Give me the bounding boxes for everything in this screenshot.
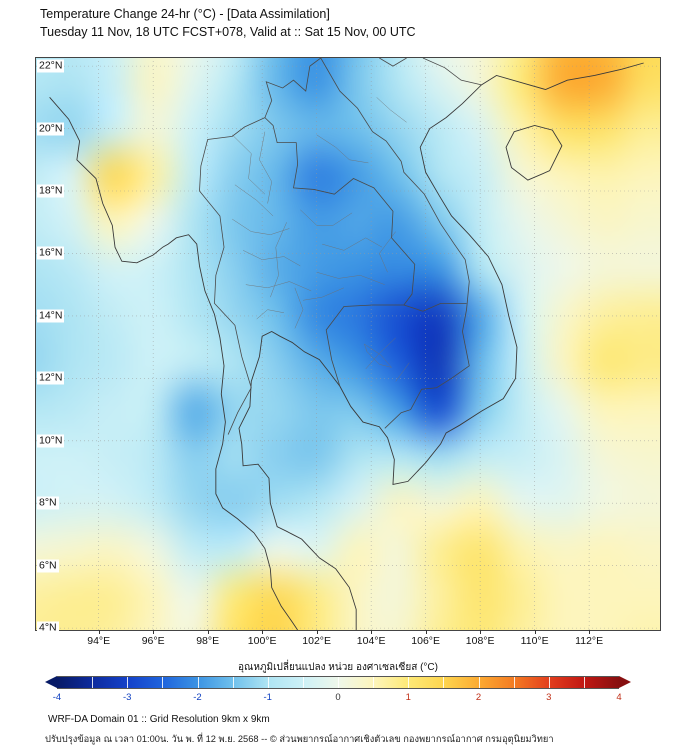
lon-tick-label: 94°E: [87, 635, 111, 647]
axis-tick-mark: [98, 630, 100, 634]
colorbar-title: อุณหภูมิเปลี่ยนแปลง หน่วย องศาเซลเซียส (…: [238, 662, 438, 673]
lon-tick-label: 98°E: [196, 635, 220, 647]
lat-tick-label: 18°N: [37, 184, 65, 198]
temperature-heatmap-canvas: [36, 58, 660, 630]
axis-tick-mark: [534, 630, 536, 634]
colorbar-segment-divider: [443, 677, 445, 688]
hainan-island-outline: [506, 125, 562, 180]
colorbar-segment-divider: [127, 677, 129, 688]
country-border-thailand-laos-cambodia: [265, 118, 415, 387]
graticule-gridlines: [36, 58, 660, 630]
country-border-myanmar-thailand: [199, 118, 264, 435]
footer-domain-info: WRF-DA Domain 01 :: Grid Resolution 9km …: [48, 714, 270, 725]
chart-title: Temperature Change 24-hr (°C) - [Data As…: [40, 7, 330, 21]
lat-tick-label: 8°N: [37, 496, 59, 510]
lon-tick-label: 112°E: [575, 635, 604, 647]
colorbar-segment-divider: [92, 677, 94, 688]
colorbar-tick-label: 2: [475, 692, 482, 703]
axis-tick-mark: [153, 630, 155, 634]
colorbar-tick-label: 0: [335, 692, 341, 703]
lat-tick-label: 12°N: [37, 371, 65, 385]
lon-tick-label: 110°E: [520, 635, 549, 647]
colorbar-segment-divider: [232, 677, 234, 688]
colorbar-tick-label: 1: [405, 692, 411, 703]
colorbar-segment-divider: [548, 677, 550, 688]
axis-tick-mark: [207, 630, 209, 634]
colorbar-segment-divider: [408, 677, 410, 688]
map-overlay-svg: [36, 58, 660, 630]
lat-tick-label: 6°N: [37, 559, 59, 573]
colorbar: [45, 676, 631, 689]
lat-tick-label: 22°N: [37, 59, 65, 73]
colorbar-segment-divider: [373, 677, 375, 688]
colorbar-left-arrow: [45, 676, 57, 688]
colorbar-tick-label: 4: [616, 692, 622, 703]
colorbar-segment-divider: [478, 677, 480, 688]
country-border-laos-cambodia: [404, 303, 467, 311]
lat-tick-label: 14°N: [37, 309, 65, 323]
colorbar-tick-labels: -4 -3 -2 -1 0 1 2 3 4: [45, 692, 631, 704]
map-plot-area: 94°E 96°E 98°E 100°E 102°E 104°E 106°E 108°E 110…: [35, 57, 661, 647]
lat-tick-label: 16°N: [37, 246, 65, 260]
lat-tick-label: 4°N: [37, 621, 59, 635]
colorbar-tick-label: -1: [263, 692, 272, 703]
colorbar-segment-divider: [302, 677, 304, 688]
colorbar-segment-divider: [513, 677, 515, 688]
tonle-sap-lake-outline: [364, 344, 391, 367]
colorbar-tick-label: -2: [193, 692, 202, 703]
lon-tick-label: 102°E: [302, 635, 332, 647]
colorbar-segment-divider: [338, 677, 339, 688]
province-boundaries: [232, 97, 409, 381]
axis-tick-mark: [316, 630, 318, 634]
colorbar-tick-label: -3: [123, 692, 132, 703]
lon-tick-label: 96°E: [141, 635, 165, 647]
axis-tick-mark: [480, 630, 482, 634]
colorbar-tick-label: 3: [546, 692, 552, 703]
colorbar-gradient: [57, 676, 619, 689]
axis-tick-mark: [589, 630, 591, 634]
lon-tick-label: 100°E: [247, 635, 277, 647]
coastline-east: [239, 63, 644, 630]
axis-tick-mark: [371, 630, 373, 634]
chart-subtitle: Tuesday 11 Nov, 18 UTC FCST+078, Valid a…: [40, 25, 416, 39]
colorbar-segment-divider: [583, 677, 585, 688]
colorbar-tick-label: -4: [52, 692, 62, 703]
country-border-north: [265, 58, 482, 118]
axis-tick-mark: [262, 630, 264, 634]
lon-tick-label: 104°E: [356, 635, 386, 647]
colorbar-segment-divider: [162, 677, 164, 688]
footer-update-info-thai: ปรับปรุงข้อมูล ณ เวลา 01:00น. วัน พ. ที่…: [45, 734, 554, 744]
coastline-west: [50, 97, 298, 630]
axis-tick-mark: [425, 630, 427, 634]
colorbar-segment-divider: [197, 677, 199, 688]
lat-tick-label: 20°N: [37, 122, 65, 136]
country-border-laos-vietnam-cambodia: [321, 58, 470, 428]
lat-tick-label: 10°N: [37, 434, 65, 448]
colorbar-right-arrow: [619, 676, 631, 688]
colorbar-segment-divider: [267, 677, 269, 688]
lon-tick-label: 106°E: [411, 635, 441, 647]
lon-tick-label: 108°E: [465, 635, 495, 647]
